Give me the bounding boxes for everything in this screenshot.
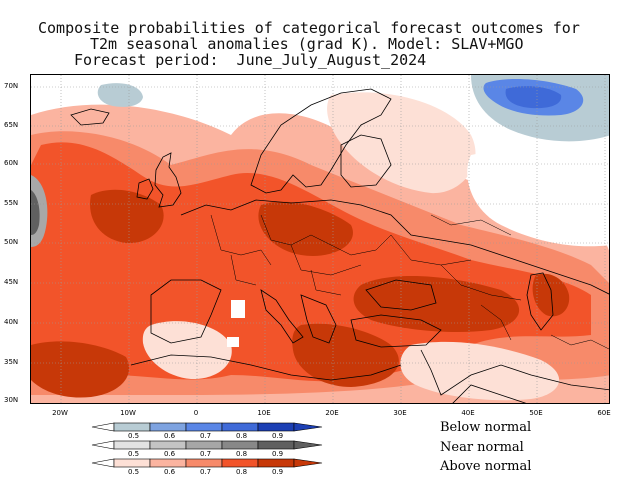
below-normal-tick-3: 0.8 [236, 432, 247, 440]
above-normal-tick-1: 0.6 [164, 468, 176, 476]
lon-label-60e: 60E [597, 409, 611, 417]
above-normal-tick-3: 0.8 [236, 468, 247, 476]
coastlines [70, 88, 609, 403]
legend-label-near-normal: Near normal [440, 440, 524, 455]
lat-label-45n: 45N [4, 278, 19, 286]
legend-colorbars: 0.5 0.6 0.7 0.8 0.9 0.5 0.6 0.7 0.8 0.9 0.5 0.6 0.… [91, 422, 323, 476]
lon-label-10e: 10E [257, 409, 271, 417]
near-normal-arrow-right [293, 440, 323, 450]
near-normal-tick-3: 0.8 [236, 450, 247, 458]
near-normal-arrow-left [91, 440, 115, 450]
above-normal-swatch-2 [185, 458, 223, 468]
above-normal-tick-2: 0.7 [200, 468, 211, 476]
colorbar-near-normal: 0.5 0.6 0.7 0.8 0.9 [91, 440, 323, 458]
above-normal-swatch-0 [113, 458, 151, 468]
map-graticule [31, 75, 609, 403]
map-title-line-2: T2m seasonal anomalies (grad K). Model: … [90, 35, 524, 53]
near-normal-swatch-3 [221, 440, 259, 450]
probability-map [30, 74, 610, 404]
near-normal-tick-1: 0.6 [164, 450, 176, 458]
below-normal-swatch-0 [113, 422, 151, 432]
above-normal-0.5-middle-east [400, 341, 560, 401]
above-normal-0.9-black-sea [353, 275, 520, 332]
lat-label-70n: 70N [4, 82, 19, 90]
near-normal-swatch-2 [185, 440, 223, 450]
lat-label-40n: 40N [4, 318, 19, 326]
near-normal-tick-0: 0.5 [128, 450, 139, 458]
no-signal-patch-2 [227, 337, 239, 347]
lat-label-60n: 60N [4, 159, 19, 167]
lon-label-20w: 20W [52, 409, 68, 417]
below-normal-0.8-arctic [505, 86, 562, 109]
lon-label-10w: 10W [120, 409, 136, 417]
legend-label-above-normal: Above normal [440, 459, 532, 474]
lat-label-65n: 65N [4, 121, 19, 129]
colorbar-above-normal: 0.5 0.6 0.7 0.8 0.9 [91, 458, 323, 476]
below-normal-arrow-left [91, 422, 115, 432]
above-normal-swatch-4 [257, 458, 295, 468]
legend-label-below-normal: Below normal [440, 420, 532, 435]
above-normal-0.5-scandinavia [327, 92, 476, 194]
below-normal-tick-2: 0.7 [200, 432, 211, 440]
above-normal-0.9-central-europe [258, 201, 353, 256]
above-normal-arrow-left [91, 458, 115, 468]
below-normal-swatch-4 [257, 422, 295, 432]
colorbar-below-normal: 0.5 0.6 0.7 0.8 0.9 [91, 422, 323, 440]
no-signal-patch [231, 300, 245, 318]
map-title-line-1: Composite probabilities of categorical f… [38, 19, 580, 37]
below-normal-arrow-right [293, 422, 323, 432]
above-normal-0.9-atlantic [31, 341, 130, 398]
no-signal-russia [467, 152, 609, 247]
near-normal-0.9-west-edge [31, 190, 40, 235]
lon-label-30e: 30E [393, 409, 407, 417]
near-normal-swatch-4 [257, 440, 295, 450]
near-normal-swatch-0 [113, 440, 151, 450]
above-normal-tick-0: 0.5 [128, 468, 139, 476]
near-normal-tick-2: 0.7 [200, 450, 211, 458]
near-normal-swatch-1 [149, 440, 187, 450]
above-normal-swatch-3 [221, 458, 259, 468]
above-normal-tick-4: 0.9 [272, 468, 283, 476]
map-canvas [31, 75, 609, 403]
above-normal-arrow-right [293, 458, 323, 468]
above-normal-0.9-west-europe [90, 189, 164, 244]
near-normal-tick-4: 0.9 [272, 450, 283, 458]
below-normal-0.5-north-atlantic [97, 83, 143, 107]
below-normal-swatch-3 [221, 422, 259, 432]
lat-label-35n: 35N [4, 358, 19, 366]
lon-label-50e: 50E [529, 409, 543, 417]
lon-label-40e: 40E [461, 409, 475, 417]
below-normal-tick-0: 0.5 [128, 432, 139, 440]
lat-label-30n: 30N [4, 396, 19, 404]
lon-label-0: 0 [193, 409, 199, 417]
above-normal-0.5-iberia [142, 321, 232, 380]
map-title-line-3: Forecast period: June_July_August_2024 [74, 51, 427, 69]
below-normal-swatch-1 [149, 422, 187, 432]
lat-label-55n: 55N [4, 199, 19, 207]
above-normal-0.9-caspian [532, 273, 570, 317]
lon-label-20e: 20E [325, 409, 339, 417]
lat-label-50n: 50N [4, 238, 19, 246]
below-normal-tick-1: 0.6 [164, 432, 176, 440]
below-normal-swatch-2 [185, 422, 223, 432]
country-borders [210, 214, 609, 350]
above-normal-swatch-1 [149, 458, 187, 468]
below-normal-tick-4: 0.9 [272, 432, 283, 440]
